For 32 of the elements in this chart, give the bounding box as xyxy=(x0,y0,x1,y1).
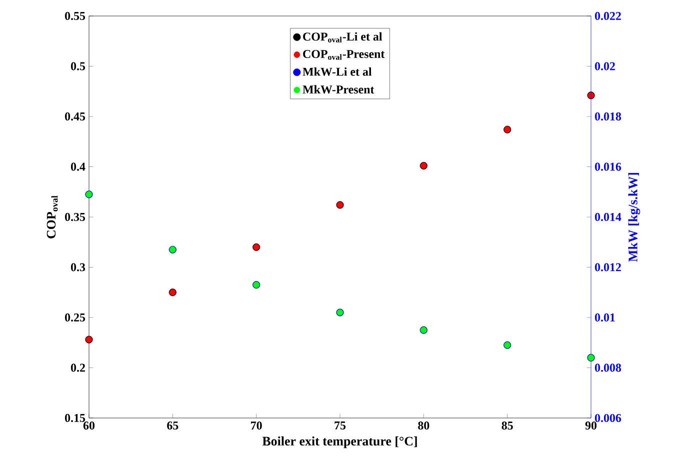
y-tick-label: 0.15 xyxy=(65,414,86,422)
y2-tick-label: 0.018 xyxy=(594,112,622,121)
x-tick-label: 60 xyxy=(83,422,95,430)
y2-tick-label: 0.022 xyxy=(594,12,621,20)
y-tick-label: 0.55 xyxy=(65,12,86,20)
y2-tick-label: 0.016 xyxy=(594,162,622,171)
legend-label: COP$_{oval}$-Li et al xyxy=(303,32,382,42)
legend-label: COP$_{oval}$-Present xyxy=(303,50,385,60)
y2-tick-label: 0.014 xyxy=(594,212,622,222)
y-tick-label: 0.4 xyxy=(70,162,86,171)
y-tick-label: 0.2 xyxy=(70,364,85,372)
x-tick-label: 80 xyxy=(418,422,430,430)
y-tick-label: 0.45 xyxy=(65,112,86,121)
y-tick-label: 0.5 xyxy=(70,62,86,70)
x-tick-label: 70 xyxy=(251,422,262,430)
x-tick-label: 90 xyxy=(585,422,597,430)
x-axis-title: Boiler exit temperature [°C] xyxy=(262,436,417,448)
y-tick-label: 0.35 xyxy=(65,212,86,222)
y2-tick-label: 0.02 xyxy=(594,62,615,70)
y-axis-title: COP$_{oval}$ xyxy=(46,196,58,238)
x-tick-label: 85 xyxy=(502,422,513,430)
legend-label: MkW-Li et al xyxy=(302,67,372,76)
y2-tick-label: 0.01 xyxy=(594,313,615,322)
x-tick-label: 65 xyxy=(167,422,178,430)
y2-tick-label: 0.012 xyxy=(594,263,621,272)
y2-axis-title: MkW [kg/s.kW] xyxy=(628,172,640,262)
y-tick-label: 0.25 xyxy=(65,313,86,322)
legend-label: MkW-Present xyxy=(302,85,374,94)
y2-tick-label: 0.006 xyxy=(594,414,622,422)
x-tick-label: 75 xyxy=(334,422,346,430)
y2-tick-label: 0.008 xyxy=(594,364,622,372)
y-tick-label: 0.3 xyxy=(70,263,86,272)
